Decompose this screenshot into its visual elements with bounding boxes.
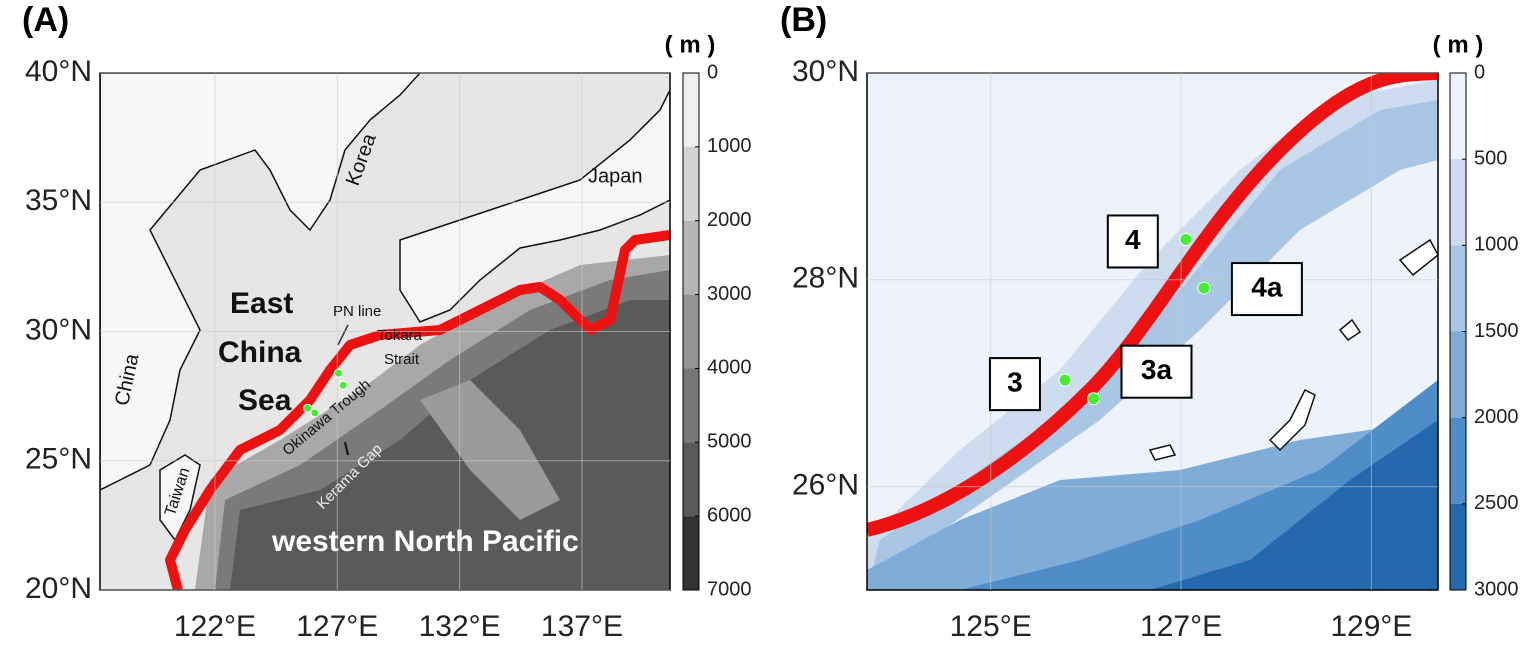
- station-box: [988, 357, 1041, 412]
- station: [1197, 281, 1211, 295]
- colorbar-label: 2000: [1474, 406, 1519, 428]
- lon-tick-label: 129°E: [1330, 610, 1412, 643]
- station: [334, 368, 344, 378]
- colorbar-band: [683, 368, 699, 443]
- colorbar-band: [1450, 503, 1466, 590]
- colorbar-band: [683, 442, 699, 517]
- lon-tick-label: 122°E: [174, 610, 256, 643]
- station-label: 3a: [1141, 354, 1173, 385]
- land: [159, 454, 201, 542]
- colorbar-label: 2000: [707, 209, 752, 231]
- lat-tick-label: 40°N: [25, 55, 92, 88]
- station-box: [1120, 344, 1193, 399]
- colorbar-band: [1450, 73, 1466, 160]
- kuroshio-path: [867, 73, 1438, 537]
- station-label: 4a: [1251, 271, 1283, 302]
- colorbar-label: 3000: [707, 283, 752, 305]
- colorbar-label: 0: [1474, 61, 1485, 83]
- arrow: [337, 324, 349, 346]
- colorbar-label: 500: [1474, 147, 1507, 169]
- station: [1179, 232, 1193, 246]
- ridge: [420, 380, 560, 520]
- islands: [1148, 238, 1438, 461]
- station: [1086, 392, 1100, 406]
- station-box: [1106, 214, 1159, 269]
- lon-tick-label: 125°E: [950, 610, 1032, 643]
- station: [1058, 373, 1072, 387]
- colorbar-label: 0: [707, 61, 718, 83]
- colorbar-label: 7000: [707, 578, 752, 600]
- place: PN line: [333, 303, 381, 320]
- colorbar-label: 3000: [1474, 578, 1519, 600]
- colorbar-label: 1000: [707, 135, 752, 157]
- lon-tick-label: 137°E: [541, 610, 623, 643]
- lat-tick-label: 26°N: [792, 469, 859, 502]
- station: [310, 408, 320, 418]
- colorbar-label: 1000: [1474, 234, 1519, 256]
- lon-tick-label: 127°E: [1140, 610, 1222, 643]
- station-label: 3: [1007, 366, 1023, 397]
- place: Strait: [384, 351, 420, 368]
- colorbar-label: 2500: [1474, 492, 1519, 514]
- lat-tick-label: 28°N: [792, 262, 859, 295]
- lat-tick-label: 25°N: [25, 443, 92, 476]
- arrow: [344, 441, 349, 456]
- colorbar-band: [1450, 245, 1466, 332]
- unit: ( m ): [1433, 31, 1484, 58]
- colorbar-band: [683, 220, 699, 295]
- station-box: [1230, 262, 1303, 317]
- station-label: 4: [1125, 224, 1141, 255]
- map-b: [867, 73, 1438, 590]
- land: [100, 73, 422, 491]
- place: Sea: [238, 384, 292, 417]
- lat-tick-label: 35°N: [25, 184, 92, 217]
- colorbar-band: [1450, 417, 1466, 504]
- basin: [230, 300, 670, 590]
- colorbar-label: 6000: [707, 504, 752, 526]
- unit: ( m ): [665, 31, 716, 58]
- place: East: [230, 287, 293, 320]
- land: [399, 89, 670, 323]
- colorbar-band: [683, 146, 699, 221]
- lat-tick-label: 20°N: [25, 572, 92, 605]
- colorbar-label: 1500: [1474, 320, 1519, 342]
- place: Tokara: [377, 327, 423, 344]
- lat-tick-label: 30°N: [25, 313, 92, 346]
- colorbar-band: [683, 294, 699, 369]
- lon-tick-label: 127°E: [296, 610, 378, 643]
- place: Japan: [588, 165, 643, 187]
- station: [302, 403, 312, 413]
- lon-tick-label: 132°E: [419, 610, 501, 643]
- colorbar-band: [683, 516, 699, 590]
- lat-tick-label: 30°N: [792, 55, 859, 88]
- colorbar-label: 4000: [707, 357, 752, 379]
- colorbar-band: [683, 73, 699, 147]
- depth-2500: [1150, 420, 1438, 590]
- colorbar-band: [1450, 331, 1466, 418]
- panel-label: (B): [780, 1, 827, 39]
- station: [338, 380, 348, 390]
- place: western North Pacific: [271, 525, 579, 558]
- panel-label: (A): [22, 1, 69, 39]
- place: China: [218, 336, 302, 369]
- colorbar-band: [1450, 159, 1466, 246]
- colorbar-frame: [682, 72, 700, 591]
- colorbar-label: 5000: [707, 431, 752, 453]
